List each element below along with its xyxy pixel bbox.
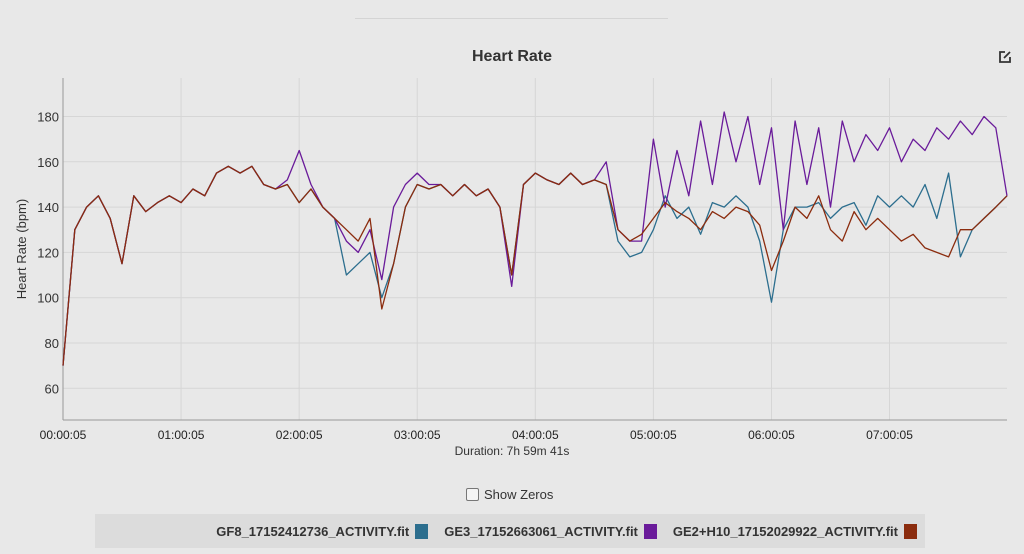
x-tick-label: 03:00:05 [394,428,441,442]
y-tick-label: 160 [37,155,59,170]
checkbox-box[interactable] [466,488,479,501]
legend-label: GF8_17152412736_ACTIVITY.fit [216,523,410,539]
top-divider [355,18,668,19]
legend-swatch [415,523,429,539]
y-axis-label: Heart Rate (bpm) [14,199,29,299]
x-tick-label: 07:00:05 [866,428,913,442]
legend: GF8_17152412736_ACTIVITY.fit GE3_1715266… [95,514,925,548]
legend-item-ge3[interactable]: GE3_17152663061_ACTIVITY.fit [444,523,657,539]
show-zeros-label: Show Zeros [484,487,554,502]
legend-swatch [643,523,657,539]
y-tick-label: 80 [45,336,59,351]
x-tick-label: 02:00:05 [276,428,323,442]
x-tick-label: 04:00:05 [512,428,559,442]
x-tick-label: 05:00:05 [630,428,677,442]
legend-label: GE2+H10_17152029922_ACTIVITY.fit [672,523,898,539]
x-tick-label: 01:00:05 [158,428,205,442]
y-tick-label: 140 [37,200,59,215]
show-zeros-checkbox[interactable]: Show Zeros [466,487,553,502]
x-axis-label: Duration: 7h 59m 41s [454,444,570,458]
series-line-2 [62,165,1008,366]
y-tick-label: 100 [37,291,59,306]
legend-item-ge2-h10[interactable]: GE2+H10_17152029922_ACTIVITY.fit [672,523,917,539]
legend-label: GE3_17152663061_ACTIVITY.fit [444,523,638,539]
x-tick-label: 00:00:05 [40,428,87,442]
chart-title: Heart Rate [471,48,553,65]
edit-icon[interactable] [998,50,1012,64]
legend-swatch [904,523,917,539]
y-tick-label: 60 [45,381,59,396]
heart-rate-chart: 60 80 100 120 140 160 180 00:00:05 01:00:05 02:00… [14,78,1008,442]
x-tick-label: 06:00:05 [748,428,795,442]
y-tick-label: 180 [37,110,59,125]
legend-item-gf8[interactable]: GF8_17152412736_ACTIVITY.fit [216,523,429,539]
y-tick-label: 120 [37,245,59,260]
